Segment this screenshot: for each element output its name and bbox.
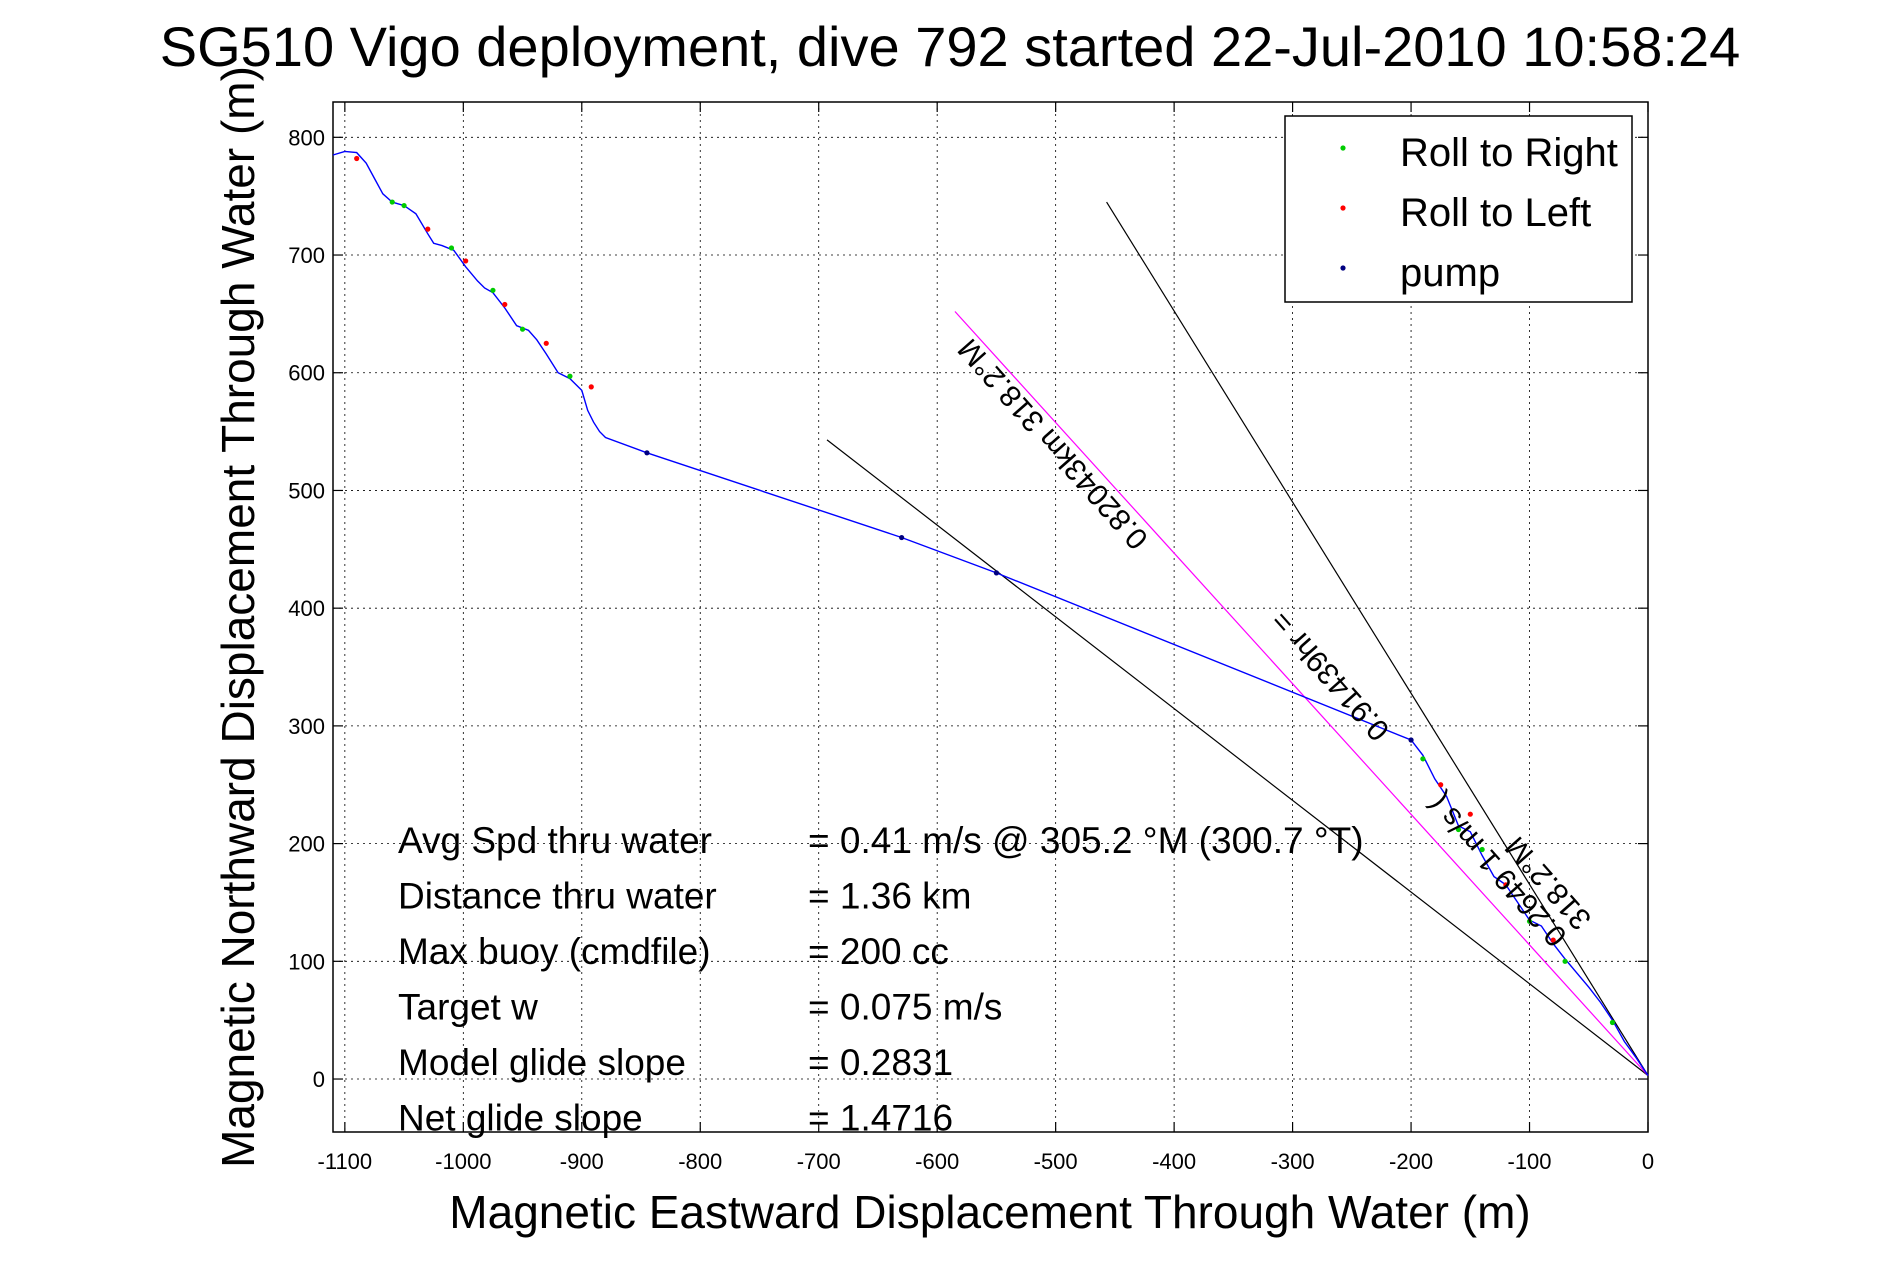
roll-right-point (401, 202, 407, 209)
current-line (954, 311, 1649, 1076)
x-tick-label: -100 (1508, 1149, 1552, 1174)
roll-left-point (502, 301, 508, 308)
roll-right-point (519, 326, 526, 332)
roll-left-point (543, 340, 549, 346)
stat-label: Model glide slope (398, 1042, 686, 1083)
x-tick-label: -400 (1152, 1149, 1196, 1174)
x-tick-label: -300 (1271, 1149, 1315, 1174)
roll-left-point (425, 226, 431, 232)
x-tick-label: 0 (1642, 1149, 1654, 1174)
stat-value: = 0.2831 (808, 1042, 953, 1083)
stat-label: Distance thru water (398, 876, 717, 917)
y-tick-label: 700 (288, 243, 325, 268)
stat-label: Target w (398, 987, 538, 1028)
grid (333, 102, 1648, 1132)
y-axis-label: Magnetic Northward Displacement Through … (212, 66, 264, 1168)
y-tick-label: 600 (288, 361, 325, 386)
stat-label: Avg Spd thru water (398, 820, 712, 861)
stat-value: = 0.41 m/s @ 305.2 °M (300.7 °T) (808, 820, 1364, 861)
roll-right-point (1479, 846, 1485, 853)
roll-left-point (463, 258, 469, 264)
x-tick-label: -200 (1389, 1149, 1433, 1174)
y-tick-label: 400 (288, 596, 325, 621)
x-tick-label: -1000 (435, 1149, 491, 1174)
markers-layer (354, 155, 1616, 1026)
pump-point (1408, 737, 1414, 743)
x-tick-label: -700 (797, 1149, 841, 1174)
stats-block: Avg Spd thru water = 0.41 m/s @ 305.2 °M … (398, 820, 1364, 1139)
y-tick-label: 100 (288, 949, 325, 974)
roll-right-point (567, 373, 573, 379)
stat-value: = 1.36 km (808, 876, 972, 917)
legend-marker (1340, 145, 1346, 151)
x-tick-label: -600 (915, 1149, 959, 1174)
y-tick-label: 0 (313, 1067, 325, 1092)
roll-right-point (1609, 1019, 1616, 1026)
pump-point (993, 570, 1000, 576)
x-tick-label: -1100 (318, 1149, 373, 1174)
y-tick-label: 800 (288, 125, 325, 150)
chart-title: SG510 Vigo deployment, dive 792 started … (160, 15, 1741, 78)
stat-label: Max buoy (cmdfile) (398, 931, 711, 972)
reference-lines (826, 201, 1649, 1076)
roll-right-point (1526, 918, 1533, 924)
y-tick-label: 300 (288, 714, 325, 739)
roll-right-point (389, 199, 395, 205)
x-axis-label: Magnetic Eastward Displacement Through W… (449, 1186, 1530, 1238)
roll-right-point (1562, 958, 1568, 964)
stat-value: = 200 cc (808, 931, 949, 972)
stat-label: Net glide slope (398, 1098, 643, 1139)
legend-label: Roll to Right (1400, 131, 1618, 175)
y-tick-label: 200 (288, 832, 325, 857)
roll-left-point (1467, 811, 1473, 817)
legend-marker (1340, 205, 1346, 211)
ticks-layer: -1100 -1000 -900 -800 -700 -600 -500 -400 -300 -2… (288, 102, 1654, 1174)
x-tick-label: -800 (678, 1149, 722, 1174)
legend-marker (1340, 265, 1346, 271)
roll-left-point (1503, 882, 1509, 888)
pump-point (644, 450, 650, 456)
pump-point (899, 534, 905, 541)
stat-value: = 1.4716 (808, 1098, 953, 1139)
legend: Roll to Right Roll to Left pump (1284, 115, 1633, 303)
roll-left-point (1438, 782, 1444, 788)
lower-heading-line (826, 439, 1649, 1076)
roll-right-point (1455, 826, 1462, 833)
roll-right-point (1420, 756, 1426, 762)
x-tick-label: -900 (560, 1149, 604, 1174)
x-tick-label: -500 (1034, 1149, 1078, 1174)
roll-right-point (448, 245, 455, 251)
roll-heading-line (1106, 201, 1649, 1076)
roll-left-point (1550, 937, 1556, 943)
y-tick-label: 500 (288, 478, 325, 503)
track-line (332, 150, 1649, 1076)
roll-right-point (490, 287, 496, 293)
stat-value: = 0.075 m/s (808, 987, 1002, 1028)
roll-left-point (588, 384, 594, 390)
track-layer (332, 150, 1649, 1076)
roll-left-point (354, 155, 360, 162)
legend-label: Roll to Left (1400, 191, 1591, 235)
legend-label: pump (1400, 251, 1500, 295)
